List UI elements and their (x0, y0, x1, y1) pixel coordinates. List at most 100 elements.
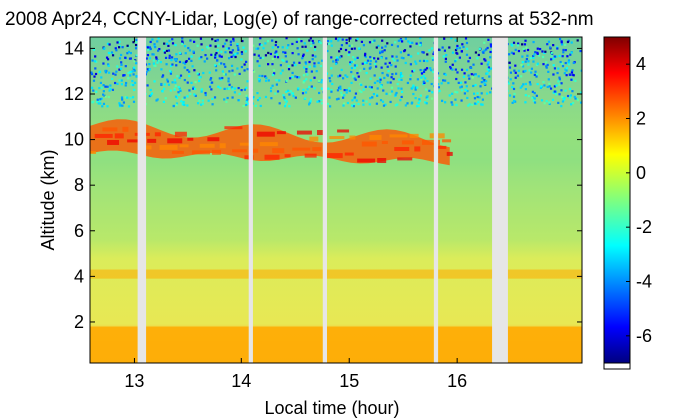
noise-pixel (412, 84, 415, 87)
noise-pixel (326, 39, 330, 43)
noise-pixel (547, 78, 550, 81)
noise-pixel (466, 89, 469, 93)
noise-pixel (286, 46, 289, 49)
noise-pixel (102, 102, 106, 105)
noise-pixel (474, 51, 478, 54)
noise-pixel (283, 98, 287, 101)
noise-pixel (317, 79, 321, 83)
noise-pixel (565, 69, 568, 72)
noise-pixel (480, 62, 483, 65)
noise-pixel (465, 53, 469, 56)
noise-pixel (264, 54, 268, 57)
noise-pixel (404, 61, 407, 65)
noise-pixel (381, 46, 384, 49)
noise-pixel (192, 87, 195, 90)
noise-pixel (353, 103, 356, 106)
noise-pixel (340, 93, 343, 97)
noise-pixel (181, 103, 184, 106)
noise-pixel (570, 103, 573, 106)
noise-pixel (335, 98, 339, 101)
noise-pixel (157, 37, 160, 40)
noise-pixel (305, 78, 308, 81)
noise-pixel (313, 48, 317, 51)
noise-pixel (170, 64, 173, 68)
noise-pixel (350, 66, 353, 70)
noise-pixel (311, 54, 314, 57)
noise-pixel (309, 98, 313, 101)
noise-pixel (395, 55, 398, 58)
noise-pixel (266, 40, 270, 43)
noise-pixel (177, 91, 180, 94)
noise-pixel (345, 41, 348, 45)
noise-pixel (257, 47, 260, 50)
noise-pixel (465, 85, 468, 88)
cirrus-streak (171, 150, 184, 154)
noise-pixel (428, 89, 431, 92)
noise-pixel (397, 87, 400, 90)
noise-pixel (350, 81, 353, 85)
noise-pixel (168, 39, 171, 43)
noise-pixel (146, 46, 150, 49)
noise-pixel (251, 97, 255, 100)
noise-pixel (214, 56, 217, 59)
noise-pixel (511, 86, 514, 89)
noise-pixel (275, 83, 278, 86)
noise-pixel (193, 93, 196, 96)
noise-pixel (477, 100, 480, 104)
noise-pixel (373, 57, 376, 60)
noise-pixel (94, 55, 97, 58)
noise-pixel (419, 94, 422, 97)
noise-pixel (152, 53, 155, 56)
noise-pixel (148, 46, 151, 49)
noise-pixel (320, 99, 323, 102)
noise-pixel (115, 49, 118, 52)
noise-pixel (190, 59, 193, 62)
cirrus-streak (304, 153, 317, 158)
noise-pixel (408, 41, 412, 44)
cirrus-streak (397, 157, 413, 161)
colorbar-below-range-swatch (603, 362, 631, 370)
noise-pixel (390, 86, 393, 89)
noise-pixel (306, 88, 309, 91)
noise-pixel (348, 87, 351, 90)
noise-pixel (441, 46, 444, 49)
noise-pixel (253, 53, 256, 56)
noise-pixel (110, 51, 114, 54)
noise-pixel (313, 87, 316, 90)
noise-pixel (517, 69, 520, 72)
noise-pixel (424, 77, 427, 80)
noise-pixel (201, 102, 204, 105)
noise-pixel (365, 71, 368, 75)
noise-pixel (368, 41, 372, 44)
noise-pixel (438, 48, 441, 52)
cirrus-streak (90, 150, 96, 154)
noise-pixel (110, 77, 114, 81)
noise-pixel (400, 56, 403, 59)
noise-pixel (152, 62, 155, 65)
noise-pixel (242, 46, 245, 49)
noise-pixel (267, 79, 270, 82)
noise-pixel (281, 58, 284, 61)
noise-pixel (289, 90, 292, 93)
noise-pixel (107, 95, 110, 99)
noise-pixel (424, 68, 427, 71)
data-gap (137, 37, 147, 363)
noise-pixel (454, 98, 457, 101)
noise-pixel (414, 97, 417, 100)
noise-pixel (334, 37, 338, 40)
noise-pixel (319, 41, 322, 45)
noise-pixel (431, 58, 435, 61)
noise-pixel (219, 86, 222, 90)
noise-pixel (330, 44, 333, 47)
noise-pixel (120, 79, 123, 82)
cirrus-streak (414, 146, 421, 152)
noise-pixel (467, 74, 470, 77)
noise-pixel (173, 87, 176, 90)
noise-pixel (93, 60, 97, 63)
noise-pixel (302, 88, 305, 91)
noise-pixel (178, 93, 181, 97)
noise-pixel (337, 86, 341, 89)
noise-pixel (167, 49, 171, 52)
noise-pixel (231, 69, 234, 72)
data-gap (248, 37, 253, 363)
